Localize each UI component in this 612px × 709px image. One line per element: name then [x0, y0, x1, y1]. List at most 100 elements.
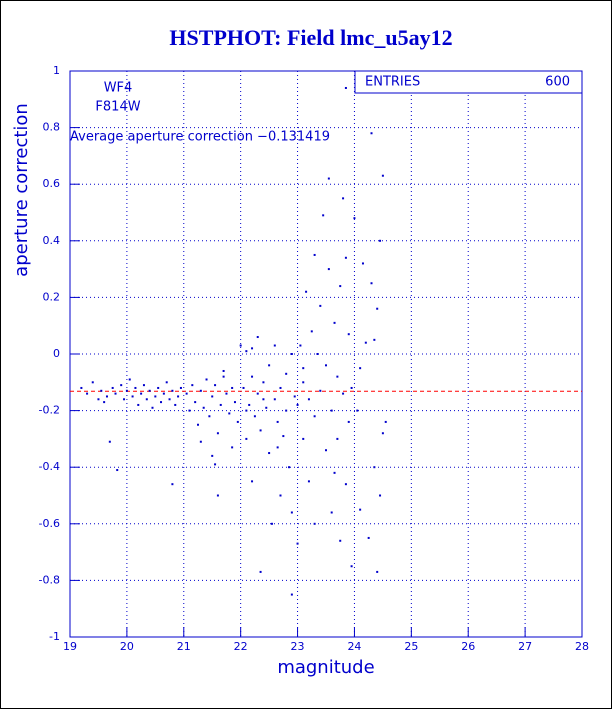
- point: [330, 511, 333, 514]
- point: [342, 197, 345, 200]
- point: [239, 344, 242, 347]
- x-tick-label: 22: [234, 640, 248, 653]
- point: [356, 409, 359, 412]
- point: [197, 423, 199, 426]
- point: [316, 353, 319, 355]
- x-tick-label: 24: [347, 640, 361, 653]
- point: [276, 446, 279, 449]
- point: [245, 437, 248, 440]
- point: [296, 403, 299, 406]
- point: [185, 392, 188, 395]
- point: [233, 401, 236, 404]
- point: [165, 381, 168, 384]
- point: [222, 369, 225, 372]
- point: [148, 389, 151, 392]
- point: [381, 174, 384, 177]
- point: [350, 565, 353, 568]
- point: [290, 353, 293, 355]
- point: [273, 344, 276, 347]
- point: [333, 321, 336, 324]
- point: [162, 392, 165, 395]
- point: [282, 435, 285, 438]
- point: [222, 375, 225, 378]
- point: [359, 367, 362, 370]
- stats-value: 600: [545, 75, 570, 90]
- x-tick-label: 26: [461, 640, 475, 653]
- point: [116, 469, 119, 472]
- annotation: F814W: [95, 100, 140, 115]
- point: [171, 483, 174, 486]
- point: [327, 177, 330, 180]
- point: [268, 452, 271, 455]
- point: [270, 522, 273, 525]
- y-tick-label: 0.2: [43, 290, 61, 303]
- x-tick-label: 23: [291, 640, 305, 653]
- point: [313, 522, 316, 525]
- point: [259, 429, 262, 432]
- chart-title: HSTPHOT: Field lmc_u5ay12: [169, 25, 452, 50]
- point: [330, 409, 333, 412]
- point: [179, 386, 182, 389]
- point: [231, 386, 234, 389]
- point: [259, 570, 262, 573]
- point: [214, 463, 217, 466]
- point: [265, 406, 268, 409]
- point: [344, 256, 347, 259]
- point: [370, 132, 373, 135]
- point: [157, 386, 160, 389]
- point: [145, 398, 148, 401]
- point: [128, 378, 131, 381]
- point: [333, 471, 336, 474]
- point: [219, 403, 222, 406]
- point: [376, 570, 379, 573]
- point: [262, 381, 265, 384]
- x-tick-label: 28: [575, 640, 589, 653]
- point: [325, 449, 327, 452]
- point: [305, 290, 308, 293]
- x-tick-label: 25: [404, 640, 418, 653]
- point: [299, 344, 302, 347]
- x-axis-label: magnitude: [277, 657, 374, 678]
- point: [199, 389, 202, 392]
- point: [253, 415, 256, 418]
- point: [160, 401, 163, 404]
- point: [313, 253, 316, 256]
- point: [216, 494, 219, 497]
- y-tick-label: -0.2: [39, 404, 60, 417]
- point: [211, 395, 214, 398]
- point: [276, 420, 279, 423]
- point: [86, 392, 89, 395]
- point: [205, 378, 208, 381]
- point: [154, 395, 157, 398]
- point: [256, 336, 259, 339]
- point: [273, 398, 276, 401]
- point: [97, 398, 100, 401]
- x-tick-label: 20: [120, 640, 134, 653]
- point: [367, 536, 370, 539]
- point: [216, 432, 219, 435]
- point: [111, 386, 114, 389]
- point: [151, 406, 154, 409]
- point: [251, 347, 254, 350]
- point: [336, 437, 339, 440]
- stats-box: [354, 70, 583, 94]
- point: [105, 395, 108, 398]
- point: [123, 398, 126, 401]
- point: [319, 389, 322, 392]
- point: [199, 440, 202, 443]
- point: [245, 409, 248, 412]
- point: [114, 392, 117, 395]
- point: [251, 480, 254, 483]
- point: [307, 480, 310, 483]
- point: [344, 86, 347, 89]
- point: [296, 542, 299, 545]
- point: [302, 367, 305, 370]
- point: [251, 375, 254, 378]
- point: [279, 386, 282, 389]
- point: [347, 420, 350, 423]
- point: [125, 389, 128, 392]
- point: [290, 593, 293, 596]
- point: [373, 338, 376, 341]
- point: [242, 386, 245, 389]
